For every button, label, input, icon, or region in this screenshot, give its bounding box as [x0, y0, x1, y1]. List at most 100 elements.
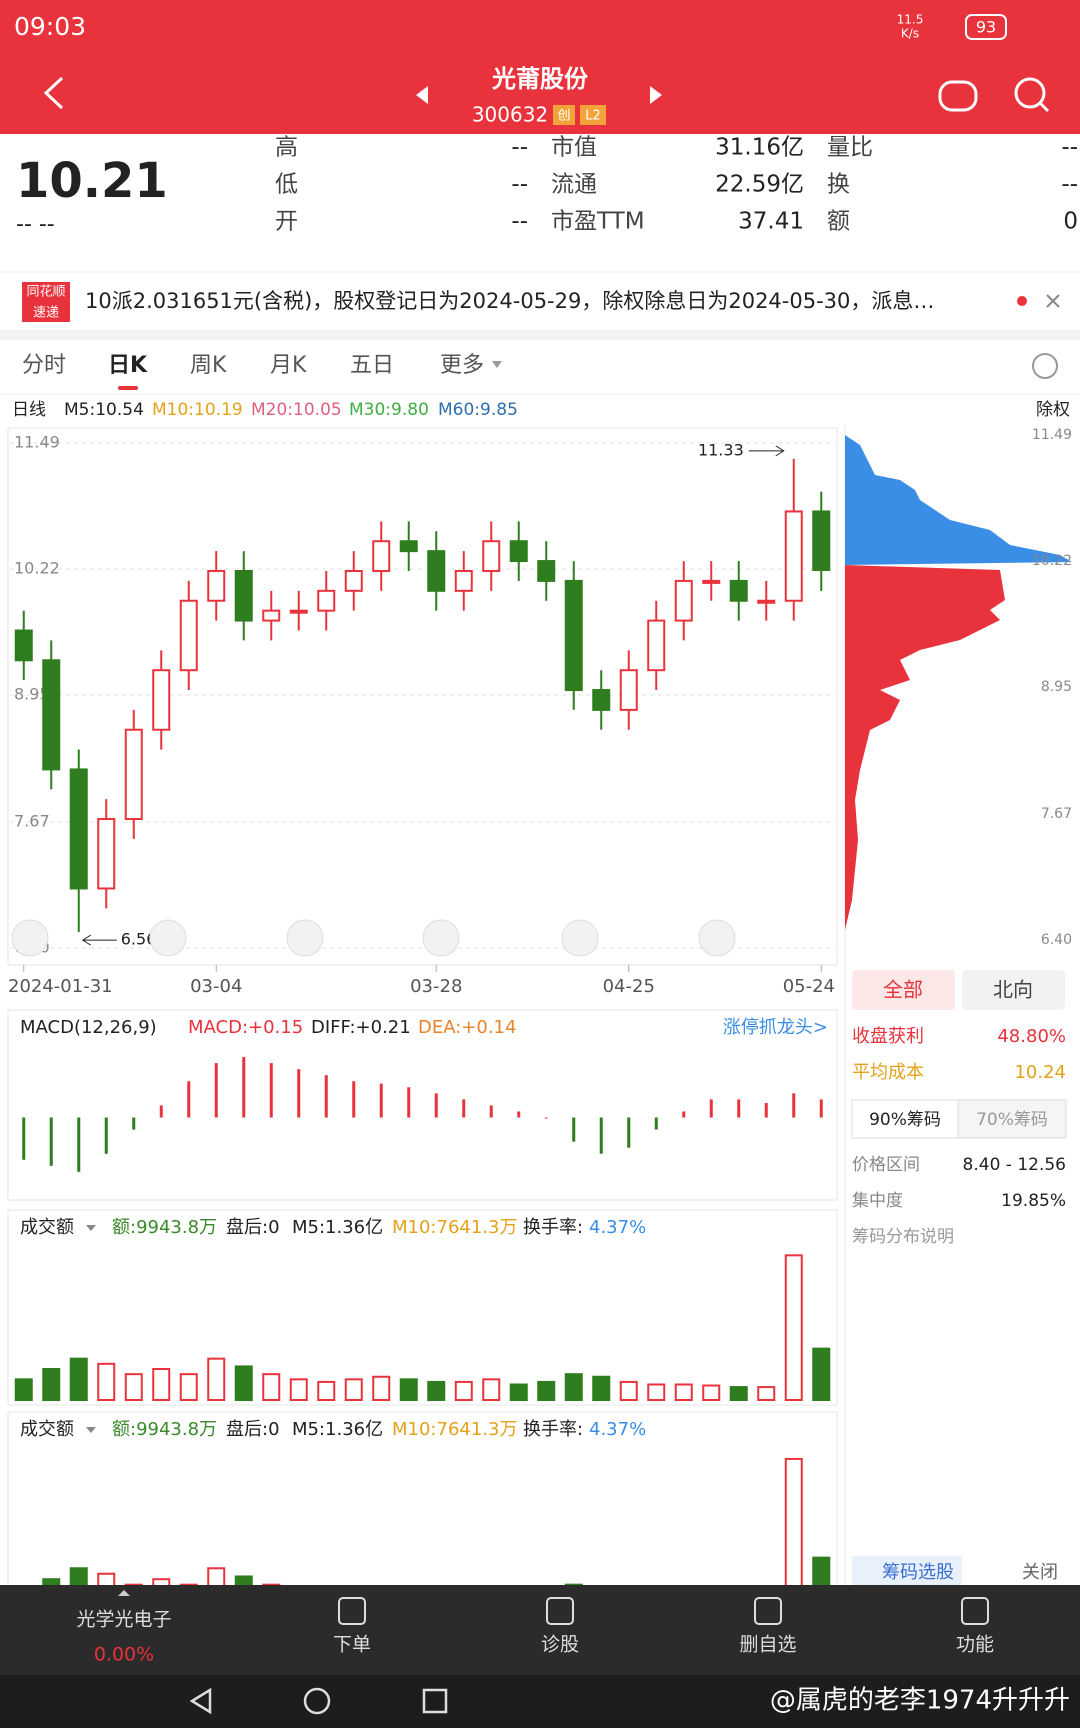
volume-bar	[784, 1254, 803, 1402]
macd-bar	[132, 1117, 136, 1130]
max-label: 11.33	[698, 440, 744, 459]
nav-item[interactable]: 功能	[956, 1634, 994, 1656]
chip-button: 70%筹码	[976, 1110, 1048, 1130]
conc-value: 19.85%	[1001, 1191, 1066, 1211]
field-value: --	[1061, 172, 1078, 198]
chip-select-bg[interactable]	[852, 1556, 962, 1588]
macd-bar	[572, 1117, 576, 1142]
news-text[interactable]: 10派2.031651元(含税)，股权登记日为2024-05-29，除权除息日为…	[85, 289, 934, 313]
chip-help[interactable]: 筹码分布说明	[852, 1227, 954, 1247]
field-label: 额	[827, 209, 850, 235]
nav-item[interactable]: 下单	[333, 1634, 371, 1656]
nav-arrow	[118, 1590, 130, 1596]
tab[interactable]: 周K	[190, 353, 227, 378]
chip-tick-label: 6.40	[1041, 932, 1072, 948]
prev-stock[interactable]	[416, 86, 428, 104]
macd-bar	[269, 1063, 273, 1118]
chip-close[interactable]: 关闭	[1022, 1562, 1058, 1583]
volume-bar	[647, 1383, 666, 1401]
volume-bar	[289, 1378, 308, 1402]
volume-bar	[564, 1373, 583, 1401]
ma-label: 日线	[12, 400, 46, 420]
status-time: 09:03	[14, 12, 86, 41]
candle-body	[317, 589, 336, 612]
next-stock[interactable]	[650, 86, 662, 104]
control-button[interactable]	[698, 919, 736, 957]
chip-button-bg[interactable]	[851, 1099, 959, 1139]
volume-bar	[152, 1368, 171, 1401]
sys-back[interactable]	[189, 1687, 212, 1715]
volume-turnover-label: 换手率:	[523, 1419, 583, 1440]
macd-bar	[599, 1117, 603, 1154]
candle-body	[784, 510, 803, 602]
volume-amount: 额:9943.8万	[112, 1217, 217, 1238]
ma-item: M10:10.19	[152, 400, 243, 420]
stock-name: 光莆股份	[491, 65, 589, 93]
search-icon[interactable]	[1014, 77, 1046, 109]
nav-icon	[546, 1597, 574, 1625]
chip-profit	[845, 435, 1072, 565]
volume-bar	[592, 1375, 611, 1401]
candle-body	[482, 540, 501, 572]
x-tick-label: 03-28	[410, 976, 462, 997]
volume-bar	[454, 1380, 473, 1401]
profit-value: 48.80%	[997, 1026, 1066, 1047]
volume-title: 成交额	[20, 1419, 74, 1440]
macd-bar	[379, 1083, 383, 1118]
macd-title[interactable]: MACD(12,26,9)	[20, 1017, 157, 1038]
sys-home[interactable]	[303, 1687, 331, 1715]
volume-bar	[344, 1378, 363, 1402]
macd-bar	[77, 1117, 81, 1172]
nav-item[interactable]: 诊股	[541, 1634, 579, 1656]
control-button[interactable]	[286, 919, 324, 957]
robot-icon[interactable]	[938, 80, 978, 112]
candle-body	[97, 818, 116, 890]
nav-item[interactable]: 删自选	[739, 1634, 796, 1656]
control-button[interactable]	[561, 919, 599, 957]
tab[interactable]: 分时	[22, 353, 66, 378]
volume-m10: M10:7641.3万	[392, 1419, 517, 1440]
candle-body	[619, 669, 638, 711]
macd-bar	[544, 1117, 548, 1119]
candle-body	[14, 629, 33, 662]
control-button[interactable]	[422, 919, 460, 957]
macd-link[interactable]: 涨停抓龙头>	[723, 1017, 828, 1038]
chip-tab: 北向	[993, 978, 1033, 1002]
candle-body	[647, 619, 666, 672]
macd-bar	[352, 1081, 356, 1118]
volume-after: 盘后:0	[226, 1419, 280, 1440]
tab[interactable]: 月K	[270, 353, 307, 378]
chip-tab-active[interactable]	[852, 970, 955, 1010]
macd-bar	[792, 1093, 796, 1118]
macd-frame	[7, 1009, 838, 1201]
sector-name[interactable]: 光学光电子	[76, 1609, 171, 1631]
candle-body	[152, 669, 171, 731]
header-bg	[0, 0, 1080, 134]
volume-bar	[619, 1380, 638, 1401]
field-value: --	[511, 135, 528, 161]
nav-icon	[754, 1597, 782, 1625]
macd-bar	[489, 1105, 493, 1118]
range-label: 价格区间	[852, 1155, 920, 1175]
chip-button-bg[interactable]	[957, 1099, 1067, 1139]
stock-code: 300632	[472, 103, 548, 127]
control-button[interactable]	[149, 919, 187, 957]
control-button[interactable]	[11, 919, 49, 957]
sys-recent[interactable]	[422, 1688, 448, 1714]
cost-label: 平均成本	[852, 1062, 924, 1083]
chip-tab-bg[interactable]	[962, 970, 1065, 1010]
volume-turnover-label: 换手率:	[523, 1217, 583, 1238]
macd-bar	[187, 1081, 191, 1118]
tab[interactable]: 五日	[350, 353, 394, 378]
badge-bg	[553, 105, 575, 125]
volume-m10: M10:7641.3万	[392, 1217, 517, 1238]
volume-after: 盘后:0	[226, 1217, 280, 1238]
bottom-nav	[0, 1585, 1080, 1675]
tab[interactable]: 日K	[108, 353, 148, 378]
settings-icon[interactable]	[1032, 353, 1058, 379]
tab[interactable]: 更多	[440, 353, 484, 378]
news-source: 同花顺	[26, 284, 65, 300]
volume-m5: M5:1.36亿	[292, 1419, 383, 1440]
close-news[interactable]	[1046, 294, 1060, 308]
back-button[interactable]	[43, 76, 64, 110]
